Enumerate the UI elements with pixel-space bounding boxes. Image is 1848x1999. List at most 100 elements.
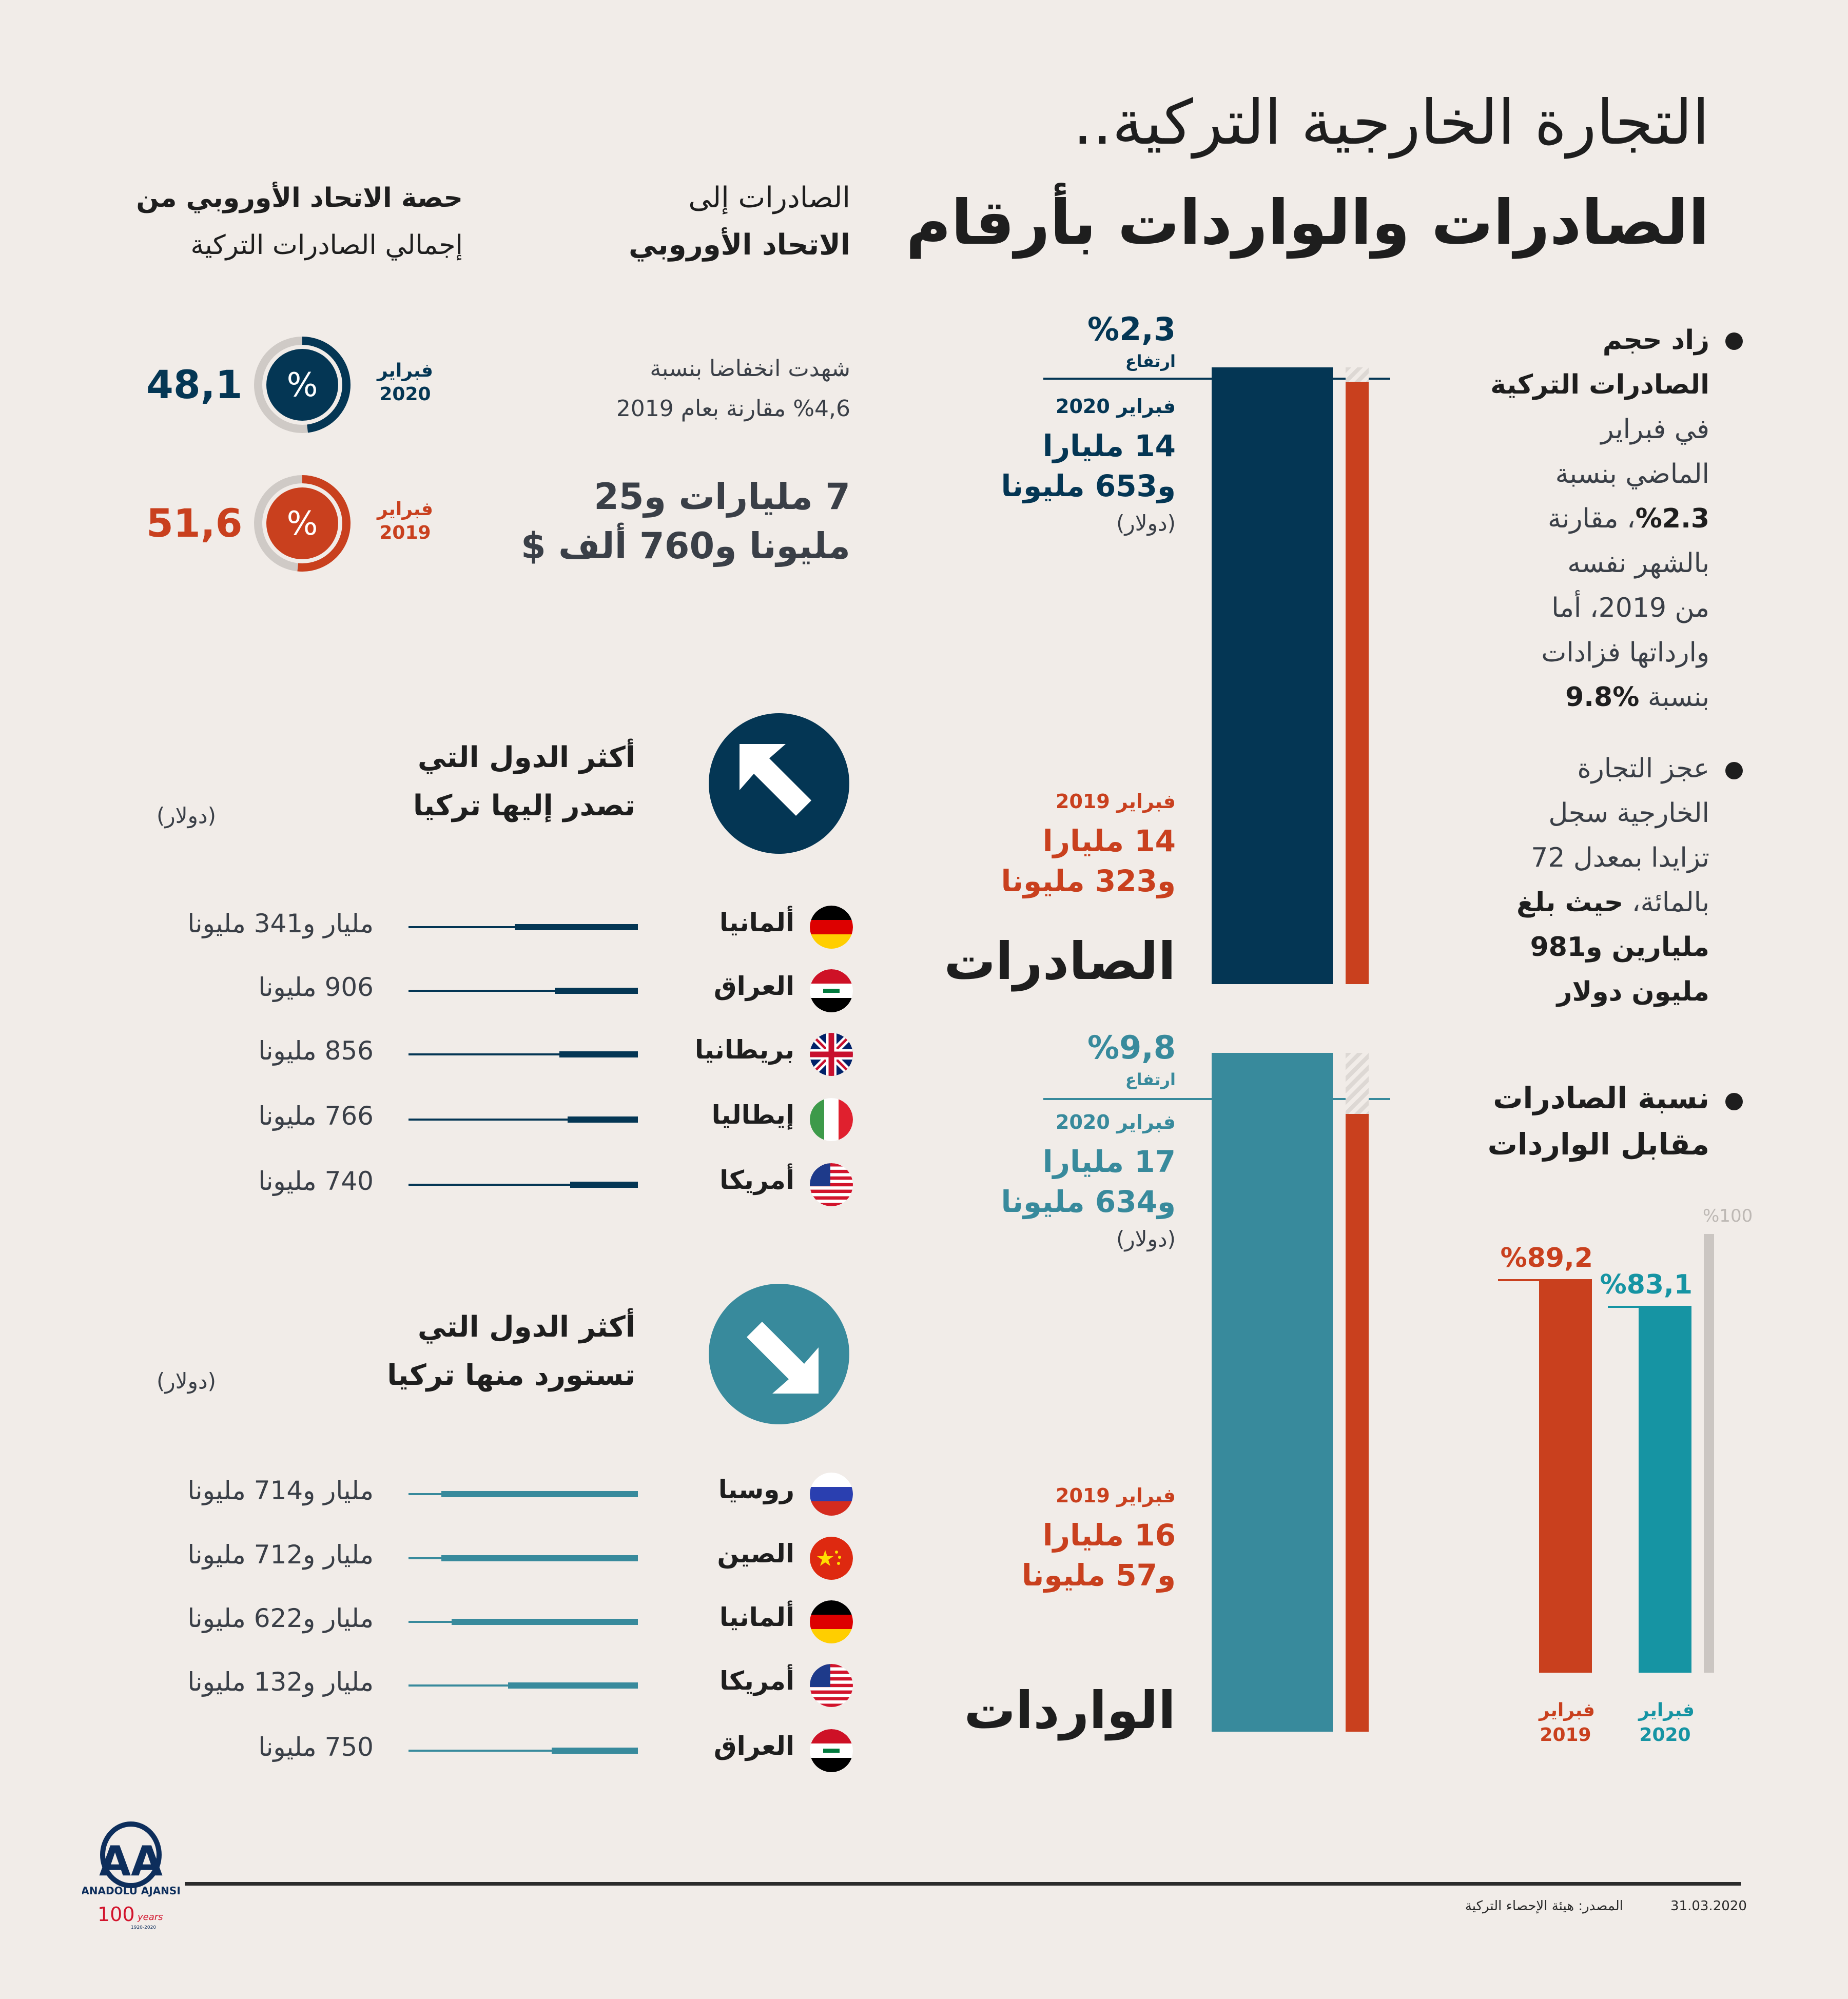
text-line: و323 مليونا [1001, 864, 1176, 898]
eu-exports-amount: 7 مليارات و25 مليونا و760 ألف $ [521, 472, 850, 571]
flag [810, 1473, 853, 1516]
share-donut: % [254, 337, 351, 433]
country-value: مليار و341 مليونا [187, 909, 374, 938]
flag [810, 1664, 853, 1707]
text-line: 2020 [1639, 1724, 1691, 1746]
unit-label: (دولار) [1116, 1226, 1176, 1251]
exports-change: %2,3 [1087, 310, 1176, 348]
imports-2019-value: 16 مليارا و57 مليونا [1022, 1515, 1176, 1595]
country-value: 766 مليونا [258, 1101, 374, 1131]
text-line: أكثر الدول التي [417, 741, 635, 774]
value-bar [552, 1748, 638, 1754]
text-line: 16 مليارا [1042, 1518, 1176, 1553]
text-line: الاتحاد الأوروبي [629, 228, 850, 262]
flag-russia-icon [810, 1473, 853, 1516]
flag [810, 1163, 853, 1206]
text-line: زاد حجم [1602, 325, 1709, 356]
text-line: الصادرات التركية [1490, 369, 1709, 400]
imports-2019-period: فبراير 2019 [1056, 1484, 1176, 1507]
text: بنسبة [1639, 682, 1709, 713]
flag [810, 1033, 853, 1076]
imports-2019-bar [1346, 1113, 1369, 1732]
text-line: وارداتها فزادات [1541, 637, 1709, 668]
text-line: فبراير [377, 499, 433, 520]
bar-track [408, 1750, 638, 1752]
country-value: 906 مليونا [258, 972, 374, 1002]
arrow-up-left-icon [709, 713, 849, 854]
flag [810, 1537, 853, 1580]
text-line: مقابل الواردات [1487, 1127, 1709, 1162]
text-line: مليارين و981 [1530, 932, 1709, 963]
flag-iraq-icon [810, 969, 853, 1012]
bullet-dot [1725, 1093, 1743, 1110]
list-heading: أكثر الدول التي تستورد منها تركيا [387, 1303, 635, 1400]
text-line: بالشهر نفسه [1567, 548, 1709, 579]
country-name: إيطاليا [711, 1100, 794, 1130]
text-bold: حيث بلغ [1516, 887, 1624, 918]
ratio-period: فبراير 2020 [1639, 1698, 1695, 1748]
exports-2020-value: 14 مليارا و653 مليونا [1001, 426, 1176, 506]
flag-italy-icon [810, 1098, 853, 1141]
text: بالمائة، [1623, 887, 1709, 918]
exports-2020-period: فبراير 2020 [1056, 395, 1176, 418]
flag [810, 906, 853, 949]
ratio-period: فبراير 2019 [1539, 1698, 1595, 1748]
flag [810, 1600, 853, 1643]
text-line: 2020 [379, 384, 431, 405]
eu-share-heading: حصة الاتحاد الأوروبي من إجمالي الصادرات … [136, 174, 463, 269]
exports-label: الصادرات [944, 931, 1176, 991]
imports-change: %9,8 [1087, 1029, 1176, 1066]
text-line: من 2019، أما [1551, 593, 1709, 623]
text-line: %2.3، مقارنة [1490, 497, 1709, 541]
text-bold: %9.8 [1565, 682, 1640, 713]
text-line: تستورد منها تركيا [387, 1359, 635, 1392]
bar-track [408, 1119, 638, 1121]
value-bar [441, 1555, 638, 1561]
flag-iraq-icon [810, 1729, 853, 1772]
imports-2020-bar [1212, 1053, 1333, 1732]
country-name: ألمانيا [719, 1602, 794, 1632]
text-line: فبراير [1539, 1700, 1595, 1721]
text-line: بنسبة %9.8 [1490, 675, 1709, 720]
share-donut: % [254, 475, 351, 572]
source-label: المصدر: هيئة الإحصاء التركية [1465, 1898, 1623, 1914]
ratio-100-bar [1704, 1234, 1714, 1673]
bar-track [408, 990, 638, 992]
ratio-bar-marker [1608, 1306, 1691, 1308]
donut-center [266, 487, 338, 559]
flag-usa-icon [810, 1163, 853, 1206]
value-bar [515, 924, 638, 930]
imports-change-label: ارتفاع [1125, 1070, 1176, 1089]
country-value: مليار و714 مليونا [187, 1476, 374, 1505]
donut-center [266, 349, 338, 421]
svg-text:years: years [137, 1912, 163, 1923]
text-line: أكثر الدول التي [417, 1310, 635, 1344]
exports-2019-value: 14 مليارا و323 مليونا [1001, 821, 1176, 901]
text-line: بالمائة، حيث بلغ [1516, 880, 1709, 925]
unit-label: (دولار) [1116, 511, 1176, 536]
flag-china-icon [810, 1537, 853, 1580]
svg-text:AA: AA [99, 1837, 163, 1885]
value-bar [570, 1182, 638, 1188]
donut-arc [254, 475, 351, 572]
donut-arc [254, 337, 351, 433]
flag [810, 1098, 853, 1141]
bar-track [408, 1053, 638, 1055]
title-line1: التجارة الخارجية التركية.. [1073, 87, 1709, 159]
text-line: الخارجية سجل [1548, 798, 1709, 829]
bullet-dot [1725, 332, 1743, 350]
title-line2: الصادرات والواردات بأرقام [906, 187, 1709, 259]
list-heading: أكثر الدول التي تصدر إليها تركيا [413, 734, 635, 830]
ratio-bar [1639, 1308, 1691, 1673]
country-value: 740 مليونا [258, 1166, 374, 1196]
bullet-dot [1725, 762, 1743, 779]
text: ، مقارنة [1548, 503, 1636, 534]
country-value: مليار و132 مليونا [187, 1667, 374, 1697]
text-line: 2019 [1540, 1724, 1591, 1746]
ratio-value: %83,1 [1600, 1269, 1693, 1301]
text-line: الماضي بنسبة [1555, 459, 1709, 489]
text-line: %4,6 مقارنة بعام 2019 [616, 396, 850, 422]
svg-text:ANADOLU AJANSI: ANADOLU AJANSI [82, 1885, 181, 1897]
svg-text:100: 100 [98, 1903, 135, 1926]
flag [810, 1729, 853, 1772]
